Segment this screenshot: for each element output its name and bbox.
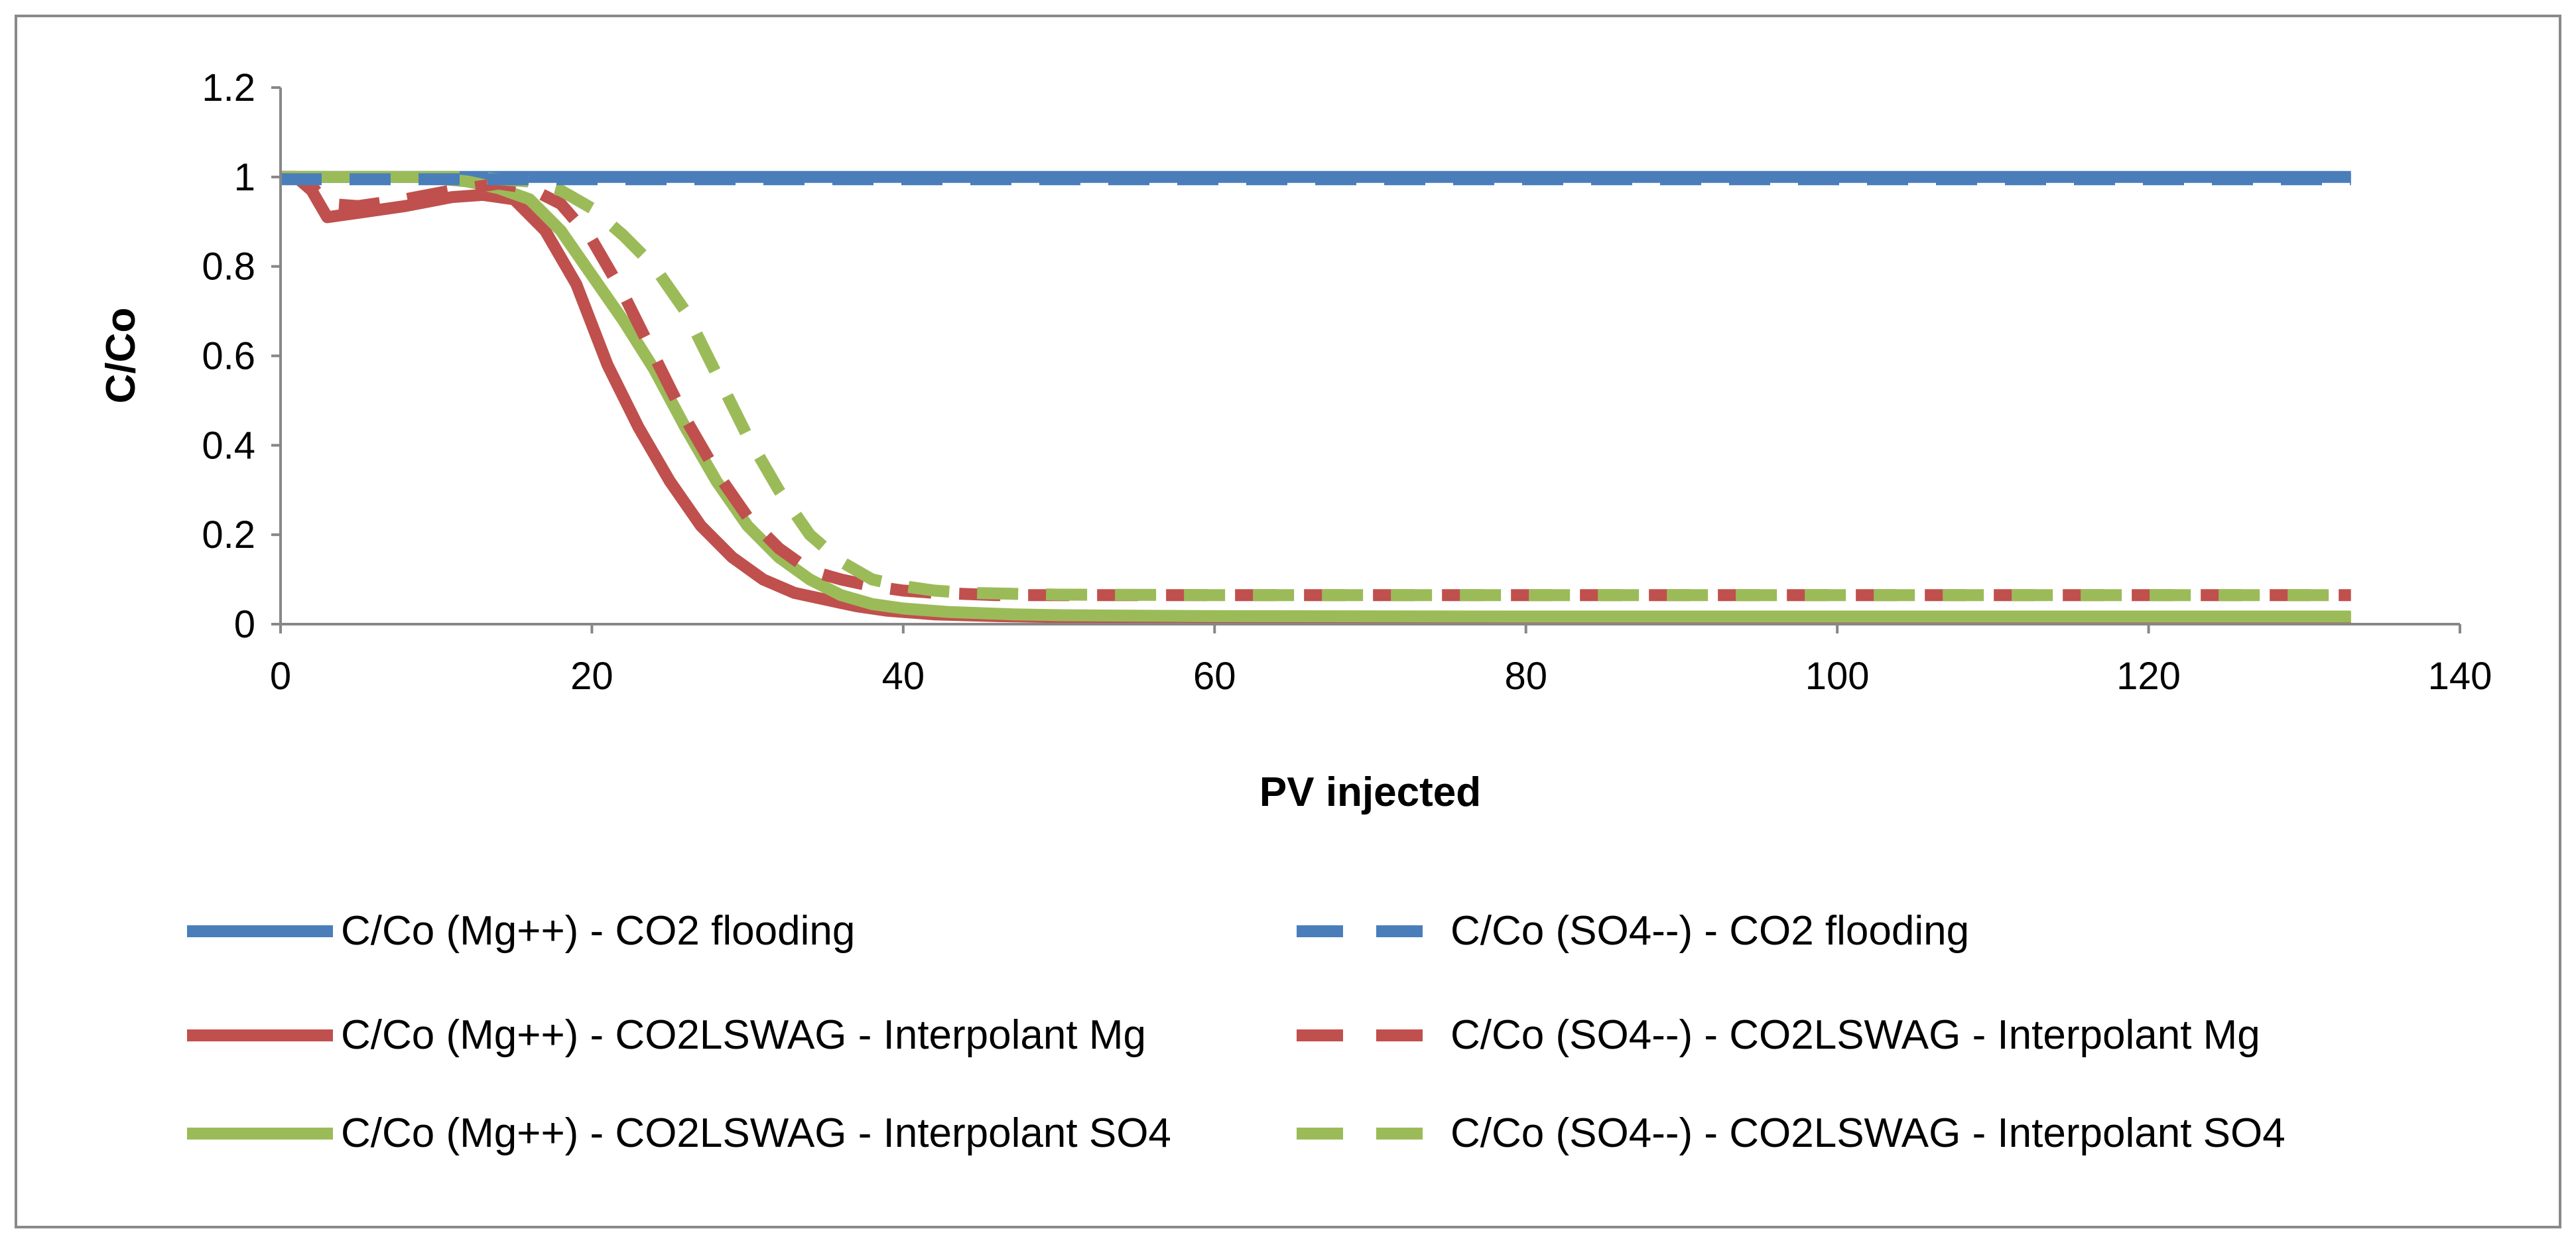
- y-tick-label: 0.2: [202, 513, 255, 557]
- series-line-6: [281, 170, 2351, 602]
- x-tick-label: 100: [1805, 655, 1870, 698]
- x-tick-layer: 0 20 40 60 80 100 120 140: [270, 624, 2492, 698]
- legend-label-6: C/Co (SO4--) - CO2LSWAG - Interpolant SO…: [1450, 1110, 2286, 1156]
- y-tick-label: 0.6: [202, 335, 255, 378]
- y-tick-label: 0.8: [202, 245, 255, 289]
- x-tick-label: 60: [1193, 655, 1236, 698]
- x-tick-label: 80: [1504, 655, 1547, 698]
- y-tick-label: 1.2: [202, 66, 255, 109]
- legend-label-1: C/Co (Mg++) - CO2 flooding: [341, 908, 855, 954]
- legend: C/Co (Mg++) - CO2 flooding C/Co (SO4--) -…: [187, 908, 2286, 1156]
- legend-label-2: C/Co (SO4--) - CO2 flooding: [1450, 908, 1969, 954]
- x-axis-title: PV injected: [1259, 769, 1481, 815]
- legend-label-3: C/Co (Mg++) - CO2LSWAG - Interpolant Mg: [341, 1012, 1146, 1058]
- series-line-4: [281, 170, 2351, 602]
- y-axis-title: C/Co: [98, 308, 144, 404]
- x-tick-label: 140: [2428, 655, 2492, 698]
- y-tick-label: 0: [234, 603, 255, 646]
- x-tick-label: 120: [2116, 655, 2181, 698]
- y-tick-layer: 0 0.2 0.4 0.6 0.8 1 1.2: [202, 66, 281, 646]
- x-tick-label: 20: [570, 655, 613, 698]
- series-layer: [281, 170, 2351, 623]
- x-tick-label: 40: [882, 655, 925, 698]
- x-tick-label: 0: [270, 655, 291, 698]
- y-tick-label: 0.4: [202, 424, 255, 467]
- y-tick-label: 1: [234, 156, 255, 199]
- legend-label-4: C/Co (SO4--) - CO2LSWAG - Interpolant Mg: [1450, 1012, 2260, 1058]
- legend-label-5: C/Co (Mg++) - CO2LSWAG - Interpolant SO4: [341, 1110, 1171, 1156]
